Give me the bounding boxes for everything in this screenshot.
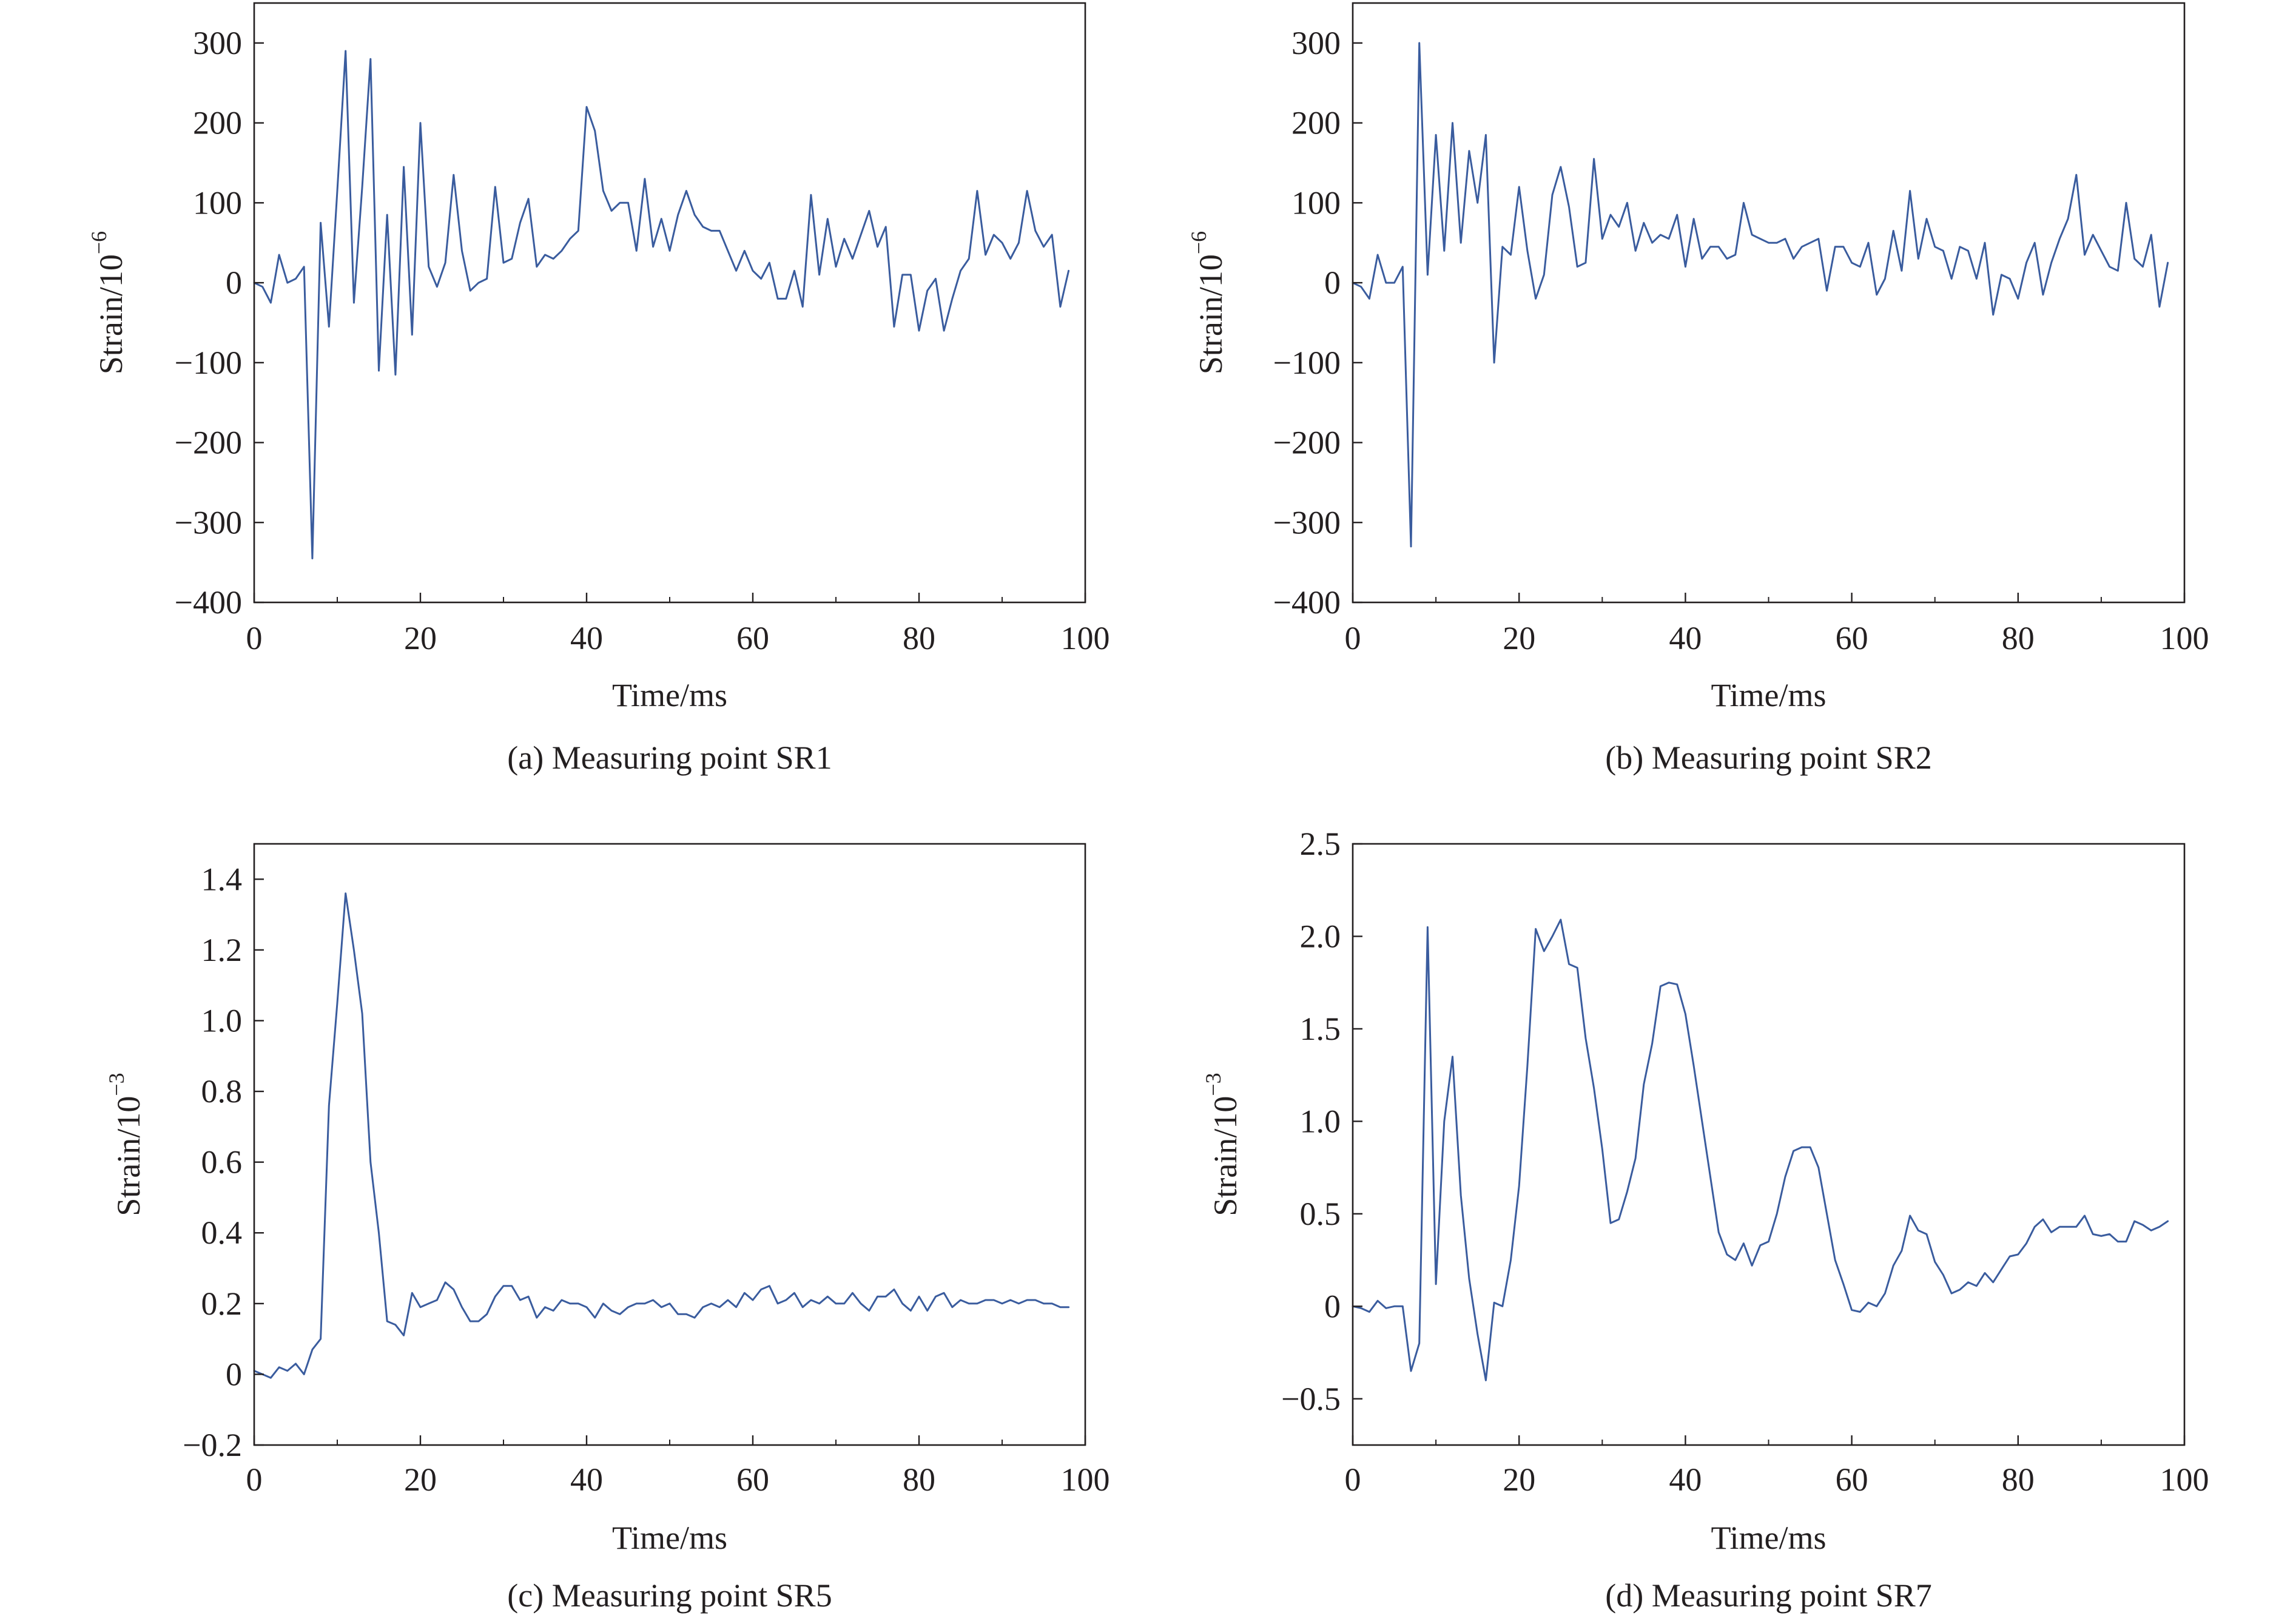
series-line bbox=[1352, 42, 2169, 548]
y-tick-label: −400 bbox=[175, 584, 242, 621]
y-axis-label: Strain/10−3 bbox=[104, 1073, 147, 1216]
y-tick-label: 100 bbox=[193, 184, 242, 221]
x-tick-label: 20 bbox=[1503, 620, 1535, 656]
y-tick-label: 1.2 bbox=[201, 932, 243, 968]
y-tick-label: −0.5 bbox=[1281, 1381, 1341, 1417]
y-tick-label: 0 bbox=[226, 1356, 242, 1392]
chart-panel: −0.200.20.40.60.81.01.21.40 20 40 60 80 100Ti… bbox=[104, 843, 1110, 1614]
y-axis-label-exponent: −6 bbox=[87, 231, 111, 254]
x-tick-label: 100 bbox=[1061, 620, 1110, 656]
x-tick-label: 20 bbox=[404, 620, 437, 656]
y-axis-label-exponent: −6 bbox=[1187, 231, 1211, 254]
chart-panel: −0.5 0 0.5 1.0 1.5 2.0 2.5 0 20 40 60 80 100 Time/ms S… bbox=[1201, 826, 2209, 1614]
x-axis-label: Time/ms bbox=[1711, 1520, 1826, 1556]
y-tick-label: −100 bbox=[1273, 345, 1341, 381]
y-tick-label: 0 bbox=[1324, 1288, 1341, 1324]
y-tick-label: −200 bbox=[1273, 425, 1341, 461]
y-axis-label: Strain/10−6 bbox=[1187, 231, 1229, 374]
y-tick-label: 200 bbox=[193, 105, 242, 141]
y-tick-label: −300 bbox=[1273, 504, 1341, 541]
y-tick-label: 1.4 bbox=[201, 861, 243, 897]
y-tick-label: 300 bbox=[1291, 25, 1341, 61]
y-tick-label: 2.5 bbox=[1300, 826, 1341, 862]
series-line bbox=[253, 50, 1070, 559]
y-tick-label: −300 bbox=[175, 504, 242, 541]
y-tick-label: 1.0 bbox=[201, 1002, 243, 1039]
x-tick-label: 80 bbox=[903, 1461, 935, 1498]
series-line bbox=[253, 892, 1070, 1379]
x-tick-label: 100 bbox=[2160, 620, 2209, 656]
y-tick-label: 0.4 bbox=[201, 1215, 243, 1251]
y-tick-label: 0.6 bbox=[201, 1144, 243, 1181]
series-line bbox=[1352, 918, 2169, 1381]
x-tick-label: 80 bbox=[903, 620, 935, 656]
x-tick-label: 60 bbox=[1836, 620, 1868, 656]
y-tick-label: 0.8 bbox=[201, 1073, 243, 1110]
x-tick-label: 100 bbox=[2160, 1461, 2209, 1498]
y-tick-label: 0.2 bbox=[201, 1285, 243, 1322]
x-tick-label: 0 bbox=[1345, 620, 1361, 656]
y-axis-label-base: Strain/10 bbox=[110, 1096, 147, 1216]
x-tick-label: 40 bbox=[1669, 1461, 1702, 1498]
y-axis-label-base: Strain/10 bbox=[1207, 1096, 1244, 1216]
chart-panel: −400 −300 −200 −100 0 100 200 300 0 20 40 60 80 100 Ti… bbox=[1187, 2, 2209, 776]
y-axis-label: Strain/10−6 bbox=[87, 231, 129, 374]
y-tick-label: 2.0 bbox=[1300, 918, 1341, 954]
chart-panel: −400 −300 −200 −100 0 100 200 300 0 20 40 60 80 100 Ti… bbox=[87, 2, 1110, 776]
x-tick-label: 0 bbox=[246, 620, 263, 656]
y-tick-label: −0.2 bbox=[183, 1427, 242, 1463]
x-tick-label: 60 bbox=[1836, 1461, 1868, 1498]
y-tick-label: 200 bbox=[1291, 105, 1341, 141]
y-axis-label-exponent: −3 bbox=[1201, 1073, 1225, 1096]
plot-frame bbox=[1352, 843, 2186, 1446]
panel-caption: (b) Measuring point SR2 bbox=[1605, 740, 1931, 776]
x-tick-label: 40 bbox=[570, 620, 603, 656]
x-tick-label: 20 bbox=[404, 1461, 437, 1498]
x-axis-label: Time/ms bbox=[612, 677, 727, 713]
y-tick-label: 100 bbox=[1291, 184, 1341, 221]
x-tick-label: 80 bbox=[2002, 620, 2035, 656]
y-tick-label: 0 bbox=[1324, 264, 1341, 301]
x-axis-label: Time/ms bbox=[1711, 677, 1826, 713]
x-tick-label: 20 bbox=[1503, 1461, 1535, 1498]
x-axis-label: Time/ms bbox=[612, 1520, 727, 1556]
panel-caption: (d) Measuring point SR7 bbox=[1605, 1577, 1931, 1614]
plot-frame bbox=[253, 843, 1086, 1446]
y-tick-label: −100 bbox=[175, 345, 242, 381]
y-tick-label: 300 bbox=[193, 25, 242, 61]
y-tick-label: −400 bbox=[1273, 584, 1341, 621]
plot-frame bbox=[253, 2, 1086, 604]
y-tick-label: −200 bbox=[175, 425, 242, 461]
panel-caption: (a) Measuring point SR1 bbox=[507, 740, 832, 776]
plot-frame bbox=[1352, 2, 2186, 604]
y-axis-label-base: Strain/10 bbox=[93, 254, 129, 374]
x-tick-label: 80 bbox=[2002, 1461, 2035, 1498]
y-tick-label: 1.5 bbox=[1300, 1011, 1341, 1047]
y-tick-label: 0.5 bbox=[1300, 1196, 1341, 1232]
panel-caption: (c) Measuring point SR5 bbox=[507, 1577, 832, 1614]
y-axis-label-exponent: −3 bbox=[104, 1073, 129, 1096]
y-axis-label: Strain/10−3 bbox=[1201, 1073, 1244, 1216]
y-tick-label: 0 bbox=[226, 264, 242, 301]
x-tick-label: 100 bbox=[1061, 1461, 1110, 1498]
x-tick-label: 0 bbox=[1345, 1461, 1361, 1498]
x-tick-label: 40 bbox=[570, 1461, 603, 1498]
x-tick-label: 60 bbox=[736, 620, 769, 656]
y-axis-label-base: Strain/10 bbox=[1193, 254, 1229, 374]
x-tick-label: 40 bbox=[1669, 620, 1702, 656]
x-tick-label: 60 bbox=[736, 1461, 769, 1498]
y-tick-label: 1.0 bbox=[1300, 1103, 1341, 1139]
x-tick-label: 0 bbox=[246, 1461, 263, 1498]
